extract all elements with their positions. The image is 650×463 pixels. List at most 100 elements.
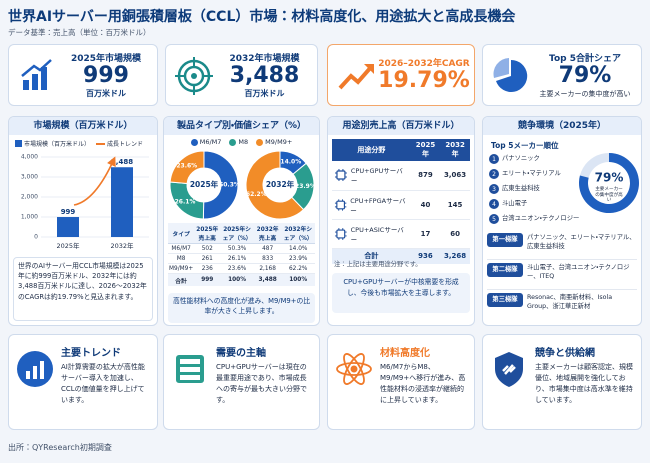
tier-label: 第一梯隊 <box>487 233 523 247</box>
legend-swatch <box>256 138 264 146</box>
kpi-value: 79% <box>558 63 612 89</box>
insight-text: M6/M7からM8、M9/M9+へ移行が進み、高性能材料の浸透率が継続的に上昇し… <box>380 363 466 404</box>
insight-card: 需要の主軸 CPU+GPUサーバーは現在の最重要用途であり、市場成長への寄与が最も… <box>163 334 320 430</box>
donut-value-label: 79% <box>595 171 624 185</box>
share-table-wrap: タイプ 2025年売上高 2025年シェア（%） 2032年売上高 2032年シェア（%… <box>168 223 315 286</box>
donut-center-label: 2025年 <box>190 179 219 189</box>
kpi-note: 主要メーカーの集中度が高い <box>539 89 631 98</box>
insight-icon <box>495 352 523 387</box>
application-panel: 用途別売上高（百万米ドル） 用途分野 2025年 2032年 CPU+GPUサーバー 87… <box>327 116 475 326</box>
table-cell: 261 <box>194 253 221 264</box>
icon-shape <box>334 198 347 211</box>
trend-arrow <box>73 156 116 206</box>
chip-icon <box>334 198 347 211</box>
insight-icon <box>336 353 372 385</box>
table-cell: 879 <box>418 171 433 180</box>
table-row: M6/M7 502 50.3% 487 14.0% <box>168 243 315 254</box>
donut-slice <box>202 150 239 220</box>
insight-text: CPU+GPUサーバーは現在の最重要用途であり、市場成長への寄与が最も大きい分野… <box>216 363 307 404</box>
table-cell: 3,268 <box>444 252 467 261</box>
table-row: CPU+ASICサーバー 17 60 <box>332 219 470 248</box>
panel-title: 用途別売上高（百万米ドル） <box>328 117 474 135</box>
insight-title: 需要の主軸 <box>216 348 266 359</box>
table-header-cell: 2032年 <box>445 141 465 158</box>
table-header-cell: 2025年シェア（%） <box>220 223 254 244</box>
cell-content: CPU+FPGAサーバー <box>334 195 409 215</box>
x-tick-label: 2025年 <box>56 241 80 250</box>
table-header-cell: 2025年売上高 <box>194 223 221 244</box>
panel-title: 競争環境（2025年） <box>483 117 641 135</box>
product-share-panel: 製品タイプ別・価値シェア（%） M6/M7 M8 M9/M9+ 50.3% 26.1% 23… <box>163 116 320 326</box>
legend-label: M9/M9+ <box>265 138 293 146</box>
kpi-label: 2032年市場規模 <box>229 53 300 64</box>
legend-item: M9/M9+ <box>256 138 292 146</box>
donut-slice <box>579 153 639 213</box>
rank-name: 台湾ユニオン・テクノロジー <box>502 215 580 223</box>
donut-slice <box>169 150 205 185</box>
table-cell: 26.1% <box>220 253 254 264</box>
insight-icon <box>176 355 204 383</box>
legend-item: 成長トレンド <box>96 139 143 148</box>
bar <box>111 167 133 237</box>
table-cell: 60 <box>450 229 460 238</box>
kpi-card: 2026–2032年CAGR 19.79% <box>327 44 475 106</box>
chip-icon <box>334 169 347 182</box>
application-table-wrap: 用途分野 2025年 2032年 CPU+GPUサーバー 879 3,063 CPU+FPG… <box>332 139 470 264</box>
table-cell: CPU+GPUサーバー <box>332 161 411 190</box>
table-header-cell: 2032年シェア（%） <box>281 223 315 244</box>
kpi-text: 2032年市場規模 3,488 百万米ドル <box>216 49 313 101</box>
icon-shape <box>33 366 37 379</box>
icon-shape <box>23 80 29 90</box>
legend: M6/M7 M8 M9/M9+ <box>164 138 319 146</box>
ranking-row: 1 パナソニック <box>489 154 581 164</box>
table-cell: 3,063 <box>444 171 467 180</box>
note-box: 高性能材料への高度化が進み、M9/M9+の比率が大きく上昇します。 <box>168 293 315 323</box>
legend-label: M6/M7 <box>199 138 222 146</box>
icon-shape <box>183 65 205 87</box>
kpi-value: 3,488 <box>229 62 300 88</box>
tier-members: パナソニック、エリート・マテリアル、広東生益科技 <box>527 234 636 251</box>
market-size-panel: 市場規模（百万米ドル） 市場規模（百万米ドル） 成長トレンド 0 1,000 2,000 3… <box>8 116 158 326</box>
table-cell: 2,168 <box>253 263 282 274</box>
kpi-text: 2025年市場規模 999 百万米ドル <box>59 49 153 101</box>
slice-label: 23.9% <box>295 183 316 190</box>
bar <box>57 217 79 237</box>
application-name: CPU+FPGAサーバー <box>350 196 406 215</box>
panel-title: 市場規模（百万米ドル） <box>9 117 157 135</box>
insight-card: 材料高度化 M6/M7からM8、M9/M9+へ移行が進み、高性能材料の浸透率が継続… <box>327 334 475 430</box>
icon-shape <box>336 170 346 180</box>
table-header-cell: 2025年 <box>415 141 436 158</box>
kpi-label: 2025年市場規模 <box>70 53 142 64</box>
icon-shape <box>343 353 365 385</box>
ranking-row: 5 台湾ユニオン・テクノロジー <box>489 214 581 224</box>
y-tick-label: 4,000 <box>21 154 38 161</box>
table-cell: 17 <box>420 229 431 238</box>
panel-title: 製品タイプ別・価値シェア（%） <box>164 117 319 135</box>
y-tick-label: 0 <box>34 234 38 241</box>
chip-icon <box>334 227 347 240</box>
kpi-label: 2026–2032年CAGR <box>378 59 470 70</box>
kpi-text: Top 5合計シェア 79% 主要メーカーの集中度が高い <box>533 49 637 101</box>
insight-text: 主要メーカーは顧客認定、規模優位、地域展開を強化しており、市場集中度は高水準を維… <box>535 363 633 404</box>
rank-name: パナソニック <box>502 155 540 163</box>
slice-label: 62.2% <box>246 191 267 198</box>
table-header-row: 用途分野 2025年 2032年 <box>332 139 470 161</box>
table-cell: 100% <box>228 277 247 283</box>
legend-swatch <box>190 138 198 146</box>
cell-content: CPU+GPUサーバー <box>334 165 409 185</box>
icon-shape <box>334 169 347 182</box>
tier-label: 第三梯隊 <box>487 293 523 307</box>
icon-shape <box>496 59 528 92</box>
tier-divider <box>487 259 637 260</box>
tier-members: 斗山電子、台湾ユニオン・テクノロジー、ITEQ <box>527 264 630 281</box>
icon-shape <box>334 227 347 240</box>
icon-shape <box>180 359 200 364</box>
cell-content: CPU+ASICサーバー <box>334 224 409 244</box>
kpi-unit: 百万米ドル <box>244 89 285 99</box>
slice-label: 23.6% <box>176 163 197 170</box>
icon-shape <box>343 353 365 385</box>
table-row: CPU+GPUサーバー 879 3,063 <box>332 161 470 190</box>
icon-shape <box>502 364 516 375</box>
y-tick-label: 3,000 <box>21 174 38 181</box>
table-total-row: 合計 936 3,268 <box>332 248 470 264</box>
